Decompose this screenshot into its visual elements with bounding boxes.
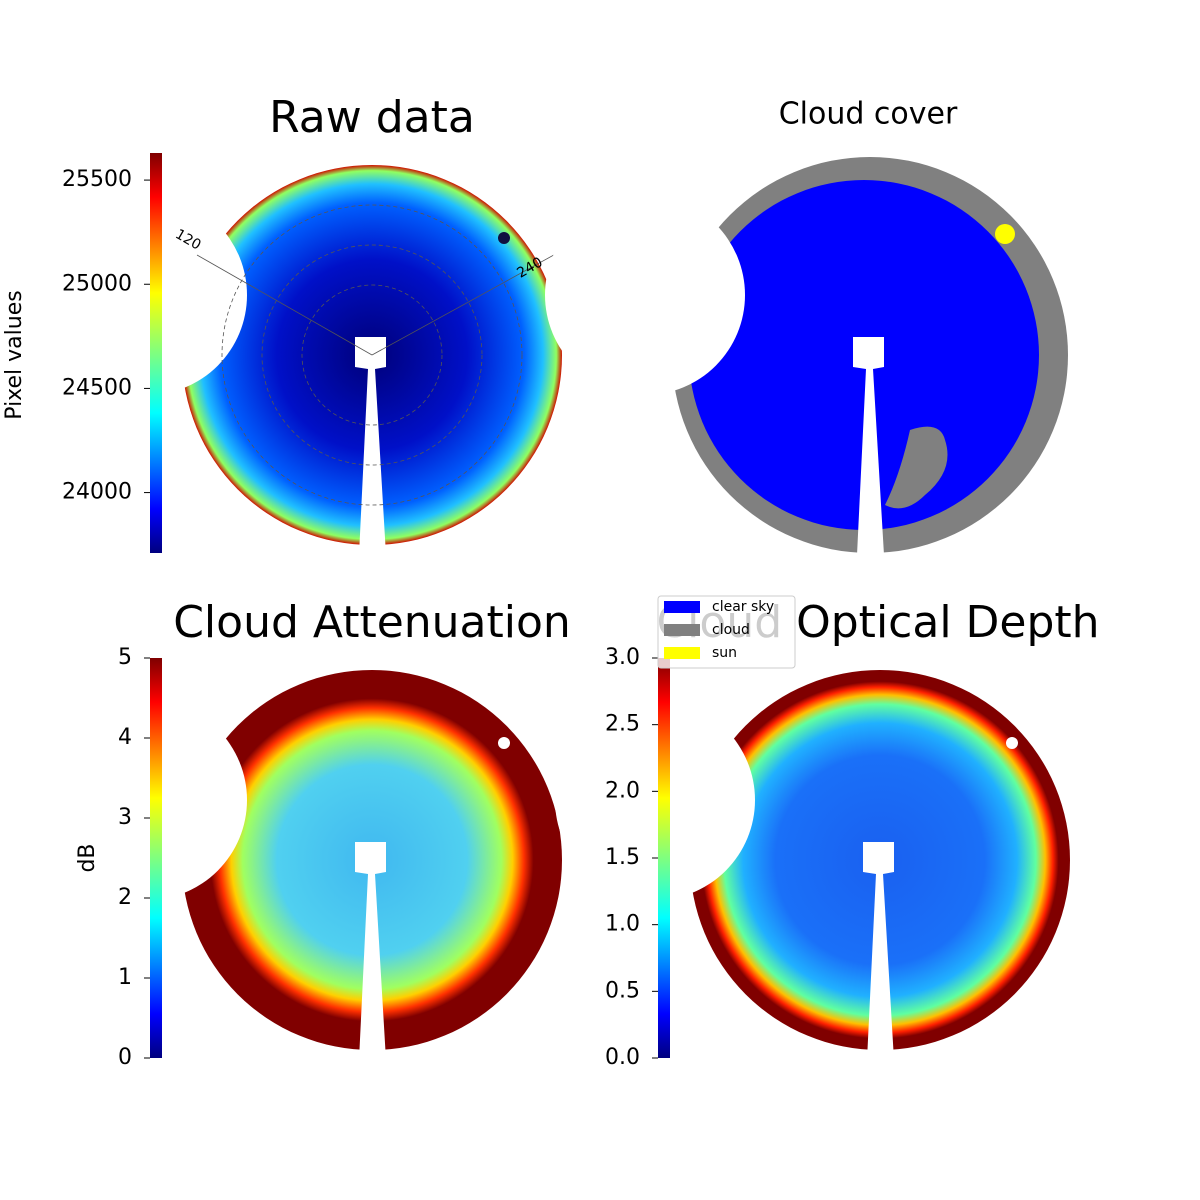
- pole: [863, 842, 894, 1060]
- panel: 0 1 2 3 4 5 dB: [47, 645, 562, 1070]
- panel-title: Raw data: [269, 92, 475, 143]
- panel: [545, 157, 1068, 555]
- legend-swatch: [664, 647, 700, 659]
- tick-label: 4: [118, 725, 132, 750]
- polar-grid: [301, 284, 443, 426]
- tick-label: 25000: [62, 271, 132, 296]
- cloud-region: [885, 426, 948, 509]
- legend: clear sky cloud sun: [657, 595, 796, 669]
- pole: [355, 337, 386, 555]
- tick-label: 2: [118, 885, 132, 910]
- colorbar-label: Pixel values: [2, 290, 27, 419]
- tick-label: 1.5: [605, 845, 640, 870]
- sun-mask: [498, 232, 510, 244]
- pole: [853, 337, 884, 555]
- pole: [355, 842, 386, 1060]
- horizon-mask: [47, 195, 247, 395]
- polar-spoke: [371, 244, 573, 356]
- horizon-mask: [47, 700, 247, 900]
- panel: 0.0 0.5 1.0 1.5 2.0 2.5 3.0: [555, 645, 1070, 1070]
- polar-grid: [221, 204, 523, 506]
- horizon-mask: [545, 195, 745, 395]
- panel-title: Cloud cover: [779, 97, 958, 132]
- tick-label: 0.0: [605, 1045, 640, 1070]
- tick-label: 0: [118, 1045, 132, 1070]
- horizon-mask: [555, 700, 755, 900]
- tick-label: 1: [118, 965, 132, 990]
- tick-label: 2.5: [605, 712, 640, 737]
- tick-label: 0.5: [605, 978, 640, 1003]
- tick-label: 24000: [62, 480, 132, 505]
- polar-spoke: [196, 254, 373, 356]
- panel-title: Cloud Attenuation: [173, 597, 571, 648]
- tick-label: 3: [118, 805, 132, 830]
- legend-label: sun: [712, 645, 737, 661]
- sun-region: [995, 224, 1015, 244]
- tick-label: 5: [118, 645, 132, 670]
- colorbar-label: dB: [75, 843, 100, 872]
- sun-mask: [498, 737, 510, 749]
- legend-label: cloud: [712, 622, 750, 638]
- colorbar: [150, 658, 162, 1058]
- tick-label: 3.0: [605, 645, 640, 670]
- polar-grid: [261, 244, 483, 466]
- tick-label: 1.0: [605, 912, 640, 937]
- tick-label: 2.0: [605, 778, 640, 803]
- sun-mask: [1006, 737, 1018, 749]
- colorbar: [658, 658, 670, 1058]
- legend-swatch: [664, 601, 700, 613]
- colorbar: [150, 153, 162, 553]
- tick-label: 25500: [62, 167, 132, 192]
- legend-label: clear sky: [712, 599, 774, 615]
- tick-label: 24500: [62, 375, 132, 400]
- legend-swatch: [664, 624, 700, 636]
